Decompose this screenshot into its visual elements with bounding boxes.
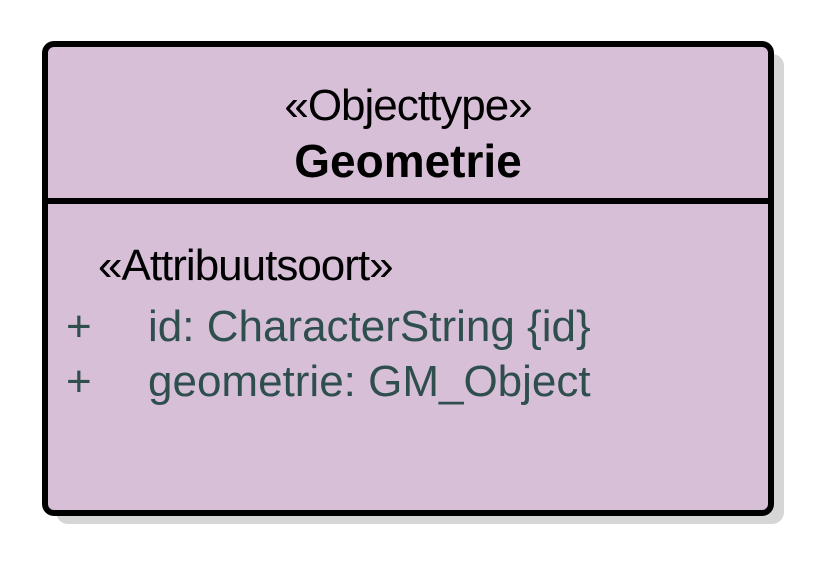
attribute-text: geometrie: GM_Object bbox=[148, 357, 591, 406]
attribute-visibility: + bbox=[66, 357, 92, 406]
class-header: «Objecttype» Geometrie bbox=[48, 47, 768, 201]
attribute-stereotype: «Attribuutsoort» bbox=[98, 241, 394, 290]
class-stereotype: «Objecttype» bbox=[284, 81, 532, 130]
uml-class-box[interactable]: «Objecttype» Geometrie «Attribuutsoort» … bbox=[42, 41, 774, 516]
class-name: Geometrie bbox=[294, 135, 522, 187]
attribute-visibility: + bbox=[66, 302, 92, 351]
attribute-text: id: CharacterString {id} bbox=[148, 302, 591, 351]
compartment-divider bbox=[48, 198, 768, 204]
